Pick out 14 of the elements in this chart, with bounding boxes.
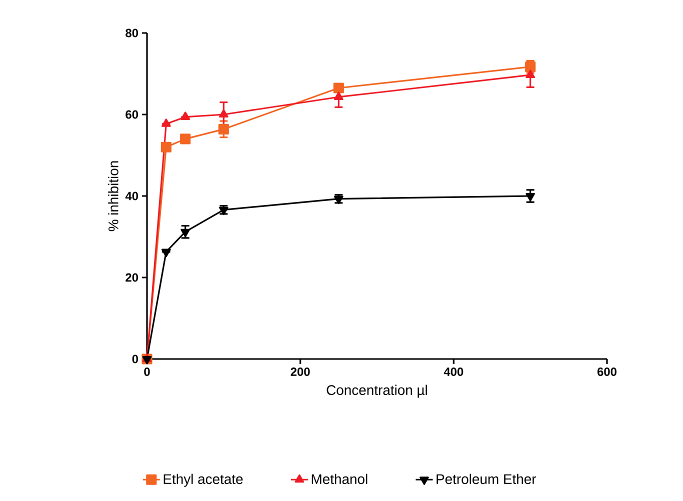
legend-label: Ethyl acetate xyxy=(164,474,243,487)
y-axis-title: % inhibition xyxy=(108,161,118,232)
legend-label: Methanol xyxy=(312,474,368,484)
y-tick-label: 80 xyxy=(126,28,138,38)
x-tick-label: 0 xyxy=(144,368,150,376)
x-axis-title: Concentration µl xyxy=(326,384,427,398)
y-tick-label: 60 xyxy=(126,110,138,119)
y-tick-label: 20 xyxy=(126,273,138,282)
y-tick-label: 40 xyxy=(125,192,138,200)
legend-label: Petroleum Ether xyxy=(436,474,536,484)
y-tick-label: 0 xyxy=(132,354,138,364)
x-tick-label: 200 xyxy=(290,368,310,376)
x-tick-label: 400 xyxy=(444,368,464,376)
x-tick-label: 600 xyxy=(597,368,616,376)
